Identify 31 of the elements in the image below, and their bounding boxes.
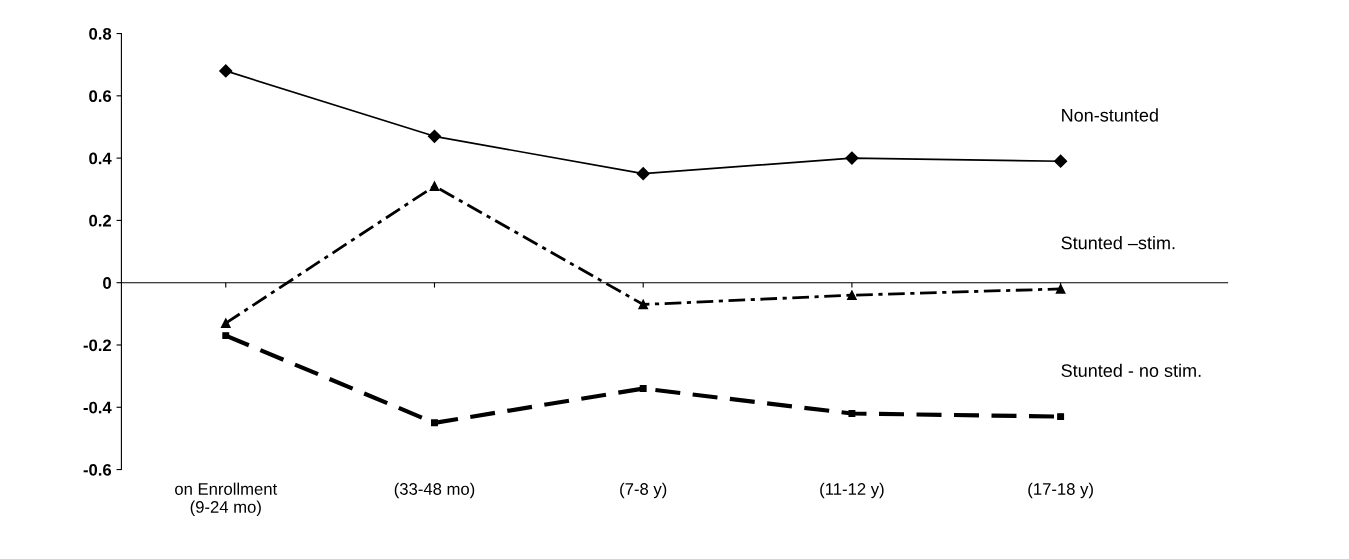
point (847, 290, 857, 301)
x-tick-label: (11-12 y) (820, 482, 884, 499)
point (220, 318, 231, 329)
point (639, 385, 647, 393)
series-label: Non-stunted (1062, 108, 1158, 122)
point (427, 129, 442, 143)
y-tick-label: 0.2 (89, 214, 112, 227)
y-tick-label: -0.4 (83, 401, 112, 414)
y-tick-label: 0 (103, 277, 112, 289)
point (848, 410, 856, 417)
y-tick-label: -0.2 (83, 339, 112, 352)
point (431, 419, 438, 427)
text: Stunted - no stim. (1061, 363, 1201, 378)
point (636, 167, 650, 181)
point (222, 332, 230, 340)
y-tick-label: 0.4 (89, 152, 112, 165)
series-label: Stunted –stim. (1061, 236, 1175, 250)
y-tick-label: -0.6 (83, 463, 112, 476)
y-tick-label: 0.8 (89, 27, 112, 40)
point (219, 64, 233, 78)
y-tick-label: 0.6 (89, 90, 112, 103)
point (638, 299, 649, 310)
point (429, 181, 440, 192)
x-tick-label: on Enrollment (9-24 mo) (175, 482, 278, 517)
x-tick-label: (17-18 y) (1028, 482, 1093, 499)
point (1054, 154, 1068, 168)
x-tick-label: (7-8 y) (620, 482, 667, 499)
point (845, 151, 859, 165)
x-tick-label: (33-48 mo) (394, 482, 475, 499)
point (1057, 413, 1065, 421)
point (1055, 284, 1066, 294)
